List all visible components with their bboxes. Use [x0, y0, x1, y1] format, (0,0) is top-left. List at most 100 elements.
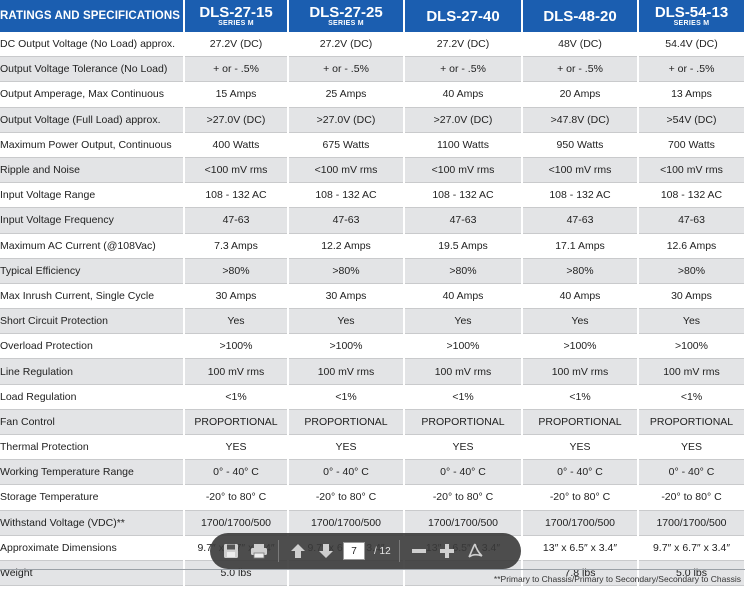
page-number-input[interactable]: 7 [343, 542, 365, 560]
row-label: Input Voltage Range [0, 182, 185, 208]
row-label: Max Inrush Current, Single Cycle [0, 283, 185, 309]
table-header-row: RATINGS AND SPECIFICATIONS DLS-27-15 SERI… [0, 0, 745, 32]
table-cell: <100 mV rms [288, 157, 405, 183]
model-series: SERIES M [218, 20, 254, 27]
table-cell: 15 Amps [184, 81, 289, 108]
row-label: Short Circuit Protection [0, 308, 185, 334]
table-cell: YES [184, 434, 289, 460]
model-header: DLS-54-13 SERIES M [638, 0, 745, 32]
row-label: Line Regulation [0, 358, 185, 385]
table-row: Input Voltage Range 108 - 132 AC 108 - 132… [0, 182, 745, 208]
row-label: Fan Control [0, 409, 185, 435]
table-cell: 0° - 40° C [288, 459, 405, 485]
table-cell: 20 Amps [522, 81, 639, 108]
table-cell: 1700/1700/500 [404, 510, 523, 536]
table-row: Output Voltage Tolerance (No Load) + or -… [0, 56, 745, 82]
table-cell: Yes [288, 308, 405, 334]
pdf-toolbar: 7 / 12 [210, 533, 521, 569]
table-cell: >100% [184, 333, 289, 359]
table-cell: >100% [288, 333, 405, 359]
table-cell: 108 - 132 AC [404, 182, 523, 208]
table-row: DC Output Voltage (No Load) approx. 27.2V… [0, 32, 745, 57]
table-cell: 1700/1700/500 [288, 510, 405, 536]
toolbar-separator [398, 540, 400, 562]
table-cell: 27.2V (DC) [288, 32, 405, 57]
footnote: **Primary to Chassis/Primary to Secondar… [493, 574, 741, 584]
table-cell: 1100 Watts [404, 132, 523, 158]
table-cell: PROPORTIONAL [522, 409, 639, 435]
row-label: Working Temperature Range [0, 459, 185, 485]
table-row: Line Regulation 100 mV rms 100 mV rms 100 m… [0, 358, 745, 385]
table-cell: 27.2V (DC) [184, 32, 289, 57]
table-cell: 0° - 40° C [184, 459, 289, 485]
table-cell: 950 Watts [522, 132, 639, 158]
table-cell: >27.0V (DC) [184, 107, 289, 133]
zoom-in-icon[interactable] [436, 540, 458, 562]
table-cell: 30 Amps [638, 283, 745, 309]
table-cell: 47-63 [638, 207, 745, 233]
zoom-out-icon[interactable] [408, 540, 430, 562]
table-cell: >100% [404, 333, 523, 359]
table-cell: 7.8 lbs [522, 560, 639, 586]
table-cell: 47-63 [288, 207, 405, 233]
table-cell: -20° to 80° C [522, 484, 639, 511]
table-cell: 0° - 40° C [522, 459, 639, 485]
table-cell: >27.0V (DC) [288, 107, 405, 133]
table-cell: >80% [638, 258, 745, 284]
table-row: Thermal Protection YES YES YES YES YES [0, 434, 745, 460]
table-cell: 13″ x 6.5″ x 3.4″ [522, 535, 639, 561]
table-cell: <1% [638, 384, 745, 410]
table-cell: >80% [404, 258, 523, 284]
save-icon[interactable] [220, 540, 242, 562]
print-icon[interactable] [248, 540, 270, 562]
table-row: Output Amperage, Max Continuous 15 Amps 25… [0, 81, 745, 108]
table-cell: 0° - 40° C [638, 459, 745, 485]
table-cell: <1% [184, 384, 289, 410]
table-cell: Yes [638, 308, 745, 334]
page-up-icon[interactable] [287, 540, 309, 562]
table-cell: <1% [522, 384, 639, 410]
table-row: Output Voltage (Full Load) approx. >27.0V… [0, 107, 745, 133]
model-header: DLS-27-25 SERIES M [288, 0, 405, 32]
row-label: Typical Efficiency [0, 258, 185, 284]
table-body: DC Output Voltage (No Load) approx. 27.2V… [0, 32, 745, 586]
table-cell: 100 mV rms [184, 358, 289, 385]
table-cell: PROPORTIONAL [404, 409, 523, 435]
table-cell: 47-63 [184, 207, 289, 233]
table-cell: <1% [404, 384, 523, 410]
table-row: Maximum Power Output, Continuous 400 Watt… [0, 132, 745, 158]
table-cell: 27.2V (DC) [404, 32, 523, 57]
table-cell: -20° to 80° C [404, 484, 523, 511]
table-cell: Yes [404, 308, 523, 334]
table-cell: >80% [522, 258, 639, 284]
row-label: Approximate Dimensions [0, 535, 185, 561]
model-name: DLS-27-15 [199, 4, 273, 21]
table-cell: 13 Amps [638, 81, 745, 108]
table-cell: 1700/1700/500 [638, 510, 745, 536]
table-cell: + or - .5% [638, 56, 745, 82]
model-name: DLS-27-40 [426, 8, 500, 25]
table-cell: PROPORTIONAL [184, 409, 289, 435]
acrobat-icon[interactable] [464, 540, 486, 562]
table-cell: -20° to 80° C [184, 484, 289, 511]
table-cell: 108 - 132 AC [184, 182, 289, 208]
table-row: Storage Temperature -20° to 80° C -20° to … [0, 484, 745, 511]
table-cell: 40 Amps [404, 283, 523, 309]
row-label: Maximum AC Current (@108Vac) [0, 233, 185, 259]
table-cell: + or - .5% [288, 56, 405, 82]
table-cell: >47.8V (DC) [522, 107, 639, 133]
row-label: DC Output Voltage (No Load) approx. [0, 32, 185, 57]
table-row: Overload Protection >100% >100% >100% >100% >… [0, 333, 745, 359]
table-row: Ripple and Noise <100 mV rms <100 mV rms <1… [0, 157, 745, 183]
toolbar-separator [278, 540, 279, 562]
table-row: Fan Control PROPORTIONAL PROPORTIONAL PROPO… [0, 409, 745, 435]
table-cell: + or - .5% [522, 56, 639, 82]
table-cell: <100 mV rms [404, 157, 523, 183]
page-down-icon[interactable] [315, 540, 337, 562]
table-cell: >100% [522, 333, 639, 359]
table-cell: + or - .5% [184, 56, 289, 82]
table-cell: >80% [288, 258, 405, 284]
table-cell: 0° - 40° C [404, 459, 523, 485]
table-cell: + or - .5% [404, 56, 523, 82]
